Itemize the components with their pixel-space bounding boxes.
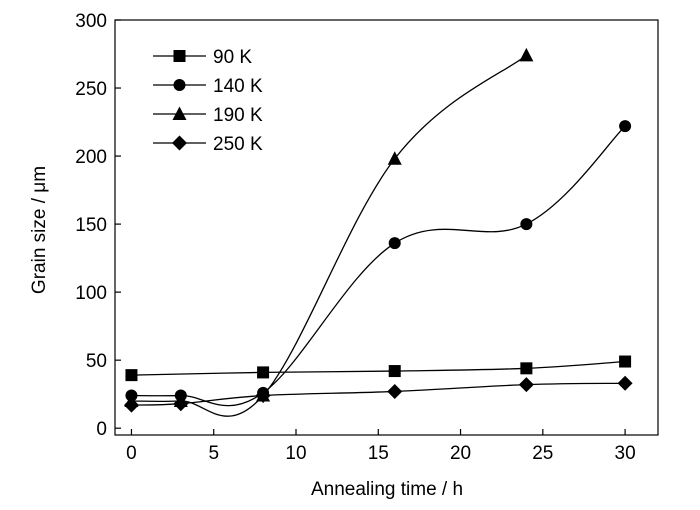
y-tick-label: 100	[75, 283, 107, 304]
legend-marker-diamond	[172, 135, 187, 151]
data-point-diamond	[617, 375, 633, 391]
legend-label: 250 K	[213, 134, 263, 155]
y-tick-label: 200	[75, 147, 107, 168]
legend-marker-square	[173, 50, 186, 62]
x-tick-label: 20	[450, 443, 471, 464]
series-line-0	[131, 360, 626, 376]
data-point-circle	[520, 218, 533, 231]
x-tick-label: 10	[285, 443, 306, 464]
legend-label: 90 K	[213, 47, 252, 68]
series-line-1	[131, 125, 626, 407]
x-tick-label: 0	[126, 443, 137, 464]
data-point-square	[388, 365, 401, 378]
legend-marker-triangle	[172, 106, 187, 120]
legend-marker-circle	[173, 79, 186, 91]
y-axis-label: Grain size / μm	[29, 166, 50, 294]
data-point-square	[619, 355, 632, 368]
data-markers	[123, 47, 633, 413]
y-tick-label: 250	[75, 79, 107, 100]
x-tick-label: 15	[368, 443, 389, 464]
legend: 90 K 140 K 190 K 250 K	[153, 47, 263, 155]
data-point-square	[257, 366, 270, 379]
x-tick-label: 25	[532, 443, 553, 464]
series-line-2	[131, 54, 527, 417]
y-tick-label: 50	[86, 351, 107, 372]
data-point-triangle	[387, 151, 402, 165]
x-axis-label: Annealing time / h	[311, 479, 463, 500]
fit-curves	[131, 54, 626, 417]
data-point-triangle	[519, 47, 534, 62]
x-tick-label: 30	[615, 443, 636, 464]
data-point-square	[125, 369, 138, 382]
data-point-diamond	[173, 396, 189, 412]
plot-frame	[114, 19, 659, 436]
data-point-diamond	[123, 397, 139, 413]
y-tick-label: 150	[75, 215, 107, 236]
data-point-circle	[388, 237, 401, 250]
data-point-diamond	[255, 388, 271, 404]
y-tick-label: 300	[75, 11, 107, 32]
data-point-circle	[619, 120, 632, 133]
x-tick-label: 5	[208, 443, 219, 464]
legend-label: 190 K	[213, 105, 263, 126]
data-point-diamond	[387, 383, 403, 399]
legend-label: 140 K	[213, 76, 263, 97]
data-point-diamond	[518, 377, 534, 393]
y-tick-label: 0	[96, 419, 107, 440]
data-point-square	[520, 362, 533, 375]
